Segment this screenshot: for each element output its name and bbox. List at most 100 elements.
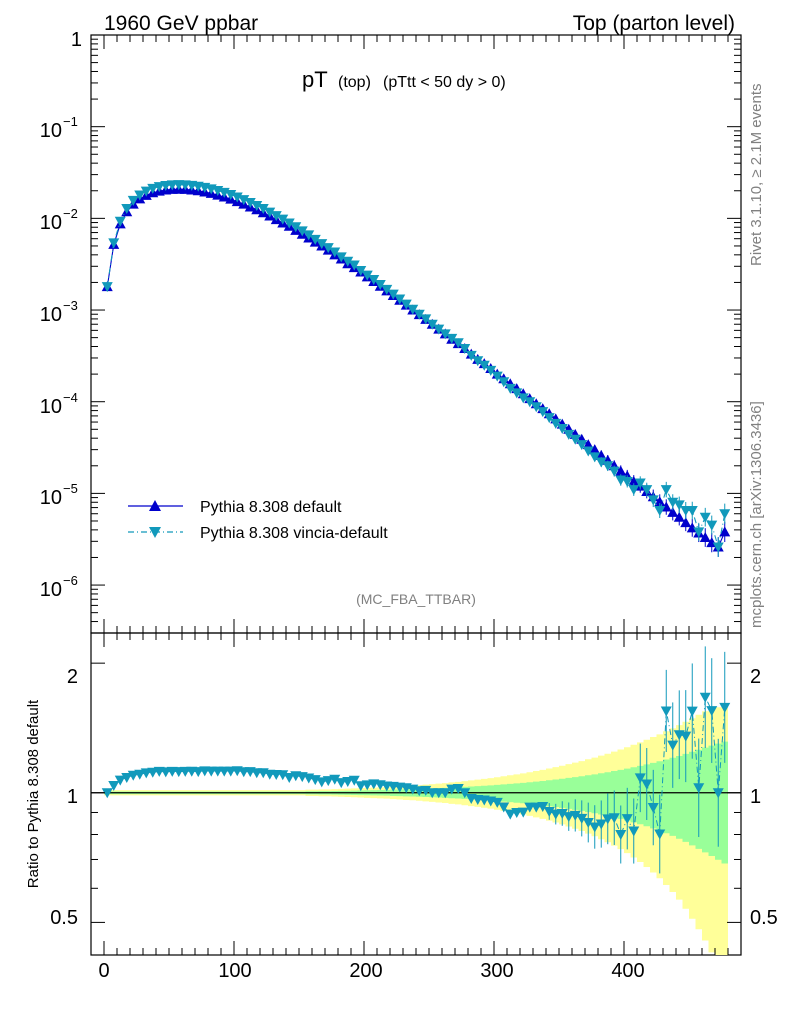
ratio-point — [621, 814, 633, 825]
series-1-point — [114, 216, 126, 227]
series-1-point — [316, 239, 328, 250]
ratio-tick-label-2: 2 — [67, 666, 78, 688]
ratio-point — [686, 706, 698, 717]
legend-marker-default — [149, 500, 161, 511]
series-1-point — [368, 275, 380, 286]
series-0-point — [615, 465, 627, 476]
y-tick-exp-1e-5: −5 — [63, 481, 78, 496]
series-1-point — [543, 413, 555, 424]
ratio-tick-label-0.5-right: 0.5 — [750, 907, 778, 929]
series-1-point — [387, 289, 399, 300]
series-1-point — [290, 222, 302, 233]
y-tick-label-1: 1 — [71, 29, 82, 51]
ratio-tick-label-1: 1 — [67, 786, 78, 808]
x-tick-labels: 0 100 200 300 400 — [98, 960, 644, 982]
mcplots-label: mcplots.cern.ch [arXiv:1306.3436] — [748, 401, 765, 628]
series-1-point — [394, 294, 406, 305]
series-1-point — [667, 497, 679, 508]
series-1-point — [420, 314, 432, 325]
series-1-point — [576, 440, 588, 451]
ratio-point — [706, 706, 718, 717]
series-0-point — [628, 475, 640, 486]
series-1-point — [342, 256, 354, 267]
series-1-point — [335, 252, 347, 263]
series-line-0 — [106, 188, 726, 548]
series-1-point — [348, 260, 360, 271]
series-1-point — [569, 434, 581, 445]
ratio-point — [316, 777, 328, 788]
series-1-point — [621, 476, 633, 487]
ratio-point — [342, 777, 354, 788]
ratio-point — [667, 740, 679, 751]
series-1-point — [641, 485, 653, 496]
series-1-point — [238, 195, 250, 206]
series-1-point — [303, 230, 315, 241]
y-tick-exp-1e-4: −4 — [63, 390, 78, 405]
series-1-point — [511, 388, 523, 399]
ratio-point — [459, 788, 471, 799]
series-1-point — [595, 457, 607, 468]
series-1-point — [296, 226, 308, 237]
ratio-point — [452, 784, 464, 795]
analysis-watermark: (MC_FBA_TTBAR) — [356, 591, 476, 607]
ratio-point — [108, 780, 120, 791]
series-1-point — [608, 466, 620, 477]
series-1-point — [121, 204, 133, 215]
y-tick-exp-1e-1: −1 — [63, 114, 78, 129]
ratio-point — [283, 773, 295, 784]
series-1-point — [498, 377, 510, 388]
ratio-point — [660, 706, 672, 717]
series-0-point — [595, 449, 607, 460]
series-0-point — [667, 506, 679, 517]
ratio-point — [699, 692, 711, 703]
ratio-point — [576, 813, 588, 824]
ratio-point — [322, 776, 334, 787]
series-1-point — [413, 309, 425, 320]
main-panel-marks — [101, 180, 731, 557]
series-1-point — [134, 190, 146, 201]
ratio-point — [498, 802, 510, 813]
ratio-point — [335, 778, 347, 789]
series-1-point — [472, 356, 484, 367]
series-1-point — [517, 393, 529, 404]
ratio-y-tick-labels: 2 1 0.5 2 1 0.5 — [50, 666, 778, 929]
series-1-point — [673, 500, 685, 511]
series-0-point — [680, 517, 692, 528]
ratio-point — [569, 810, 581, 821]
series-1-point — [628, 485, 640, 496]
series-1-point — [361, 270, 373, 281]
series-1-point — [322, 243, 334, 254]
ratio-point — [329, 774, 341, 785]
x-tick-label-400: 400 — [611, 960, 644, 982]
series-1-point — [160, 181, 172, 192]
series-1-point — [283, 218, 295, 229]
series-0-point — [699, 532, 711, 543]
series-1-point — [582, 446, 594, 457]
series-1-point — [706, 520, 718, 531]
series-1-point — [309, 234, 321, 245]
series-1-point — [634, 478, 646, 489]
series-1-point — [108, 238, 120, 249]
plot-title-main: pT — [302, 67, 328, 92]
series-1-point — [400, 299, 412, 310]
series-0-point — [673, 511, 685, 522]
series-1-point — [439, 329, 451, 340]
y-tick-label-1e-1: 10 — [40, 120, 62, 142]
series-1-point — [264, 207, 276, 218]
ratio-point — [589, 822, 601, 833]
ratio-point — [563, 812, 575, 823]
ratio-point — [680, 731, 692, 742]
ratio-point — [654, 829, 666, 840]
ratio-point — [361, 780, 373, 791]
series-1-point — [127, 195, 139, 206]
series-1-point — [491, 371, 503, 382]
legend-label-vincia: Pythia 8.308 vincia-default — [200, 525, 388, 542]
ratio-point — [634, 773, 646, 784]
series-1-point — [153, 182, 165, 193]
series-1-point — [556, 424, 568, 435]
y-tick-label-1e-2: 10 — [40, 212, 62, 234]
ratio-point — [491, 797, 503, 808]
y-tick-label-1e-5: 10 — [40, 487, 62, 509]
series-1-point — [686, 506, 698, 517]
series-1-point — [524, 397, 536, 408]
